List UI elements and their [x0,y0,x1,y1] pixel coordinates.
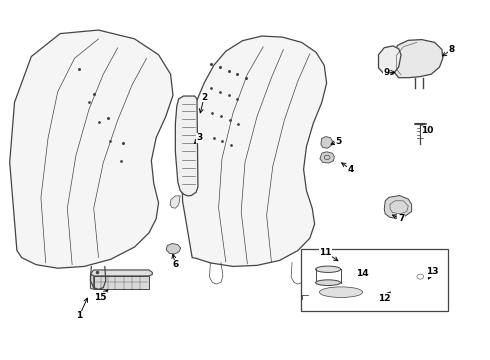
Text: 4: 4 [347,165,354,174]
Polygon shape [393,40,443,78]
Bar [301,249,448,311]
Ellipse shape [316,280,341,285]
Text: 15: 15 [94,293,106,302]
Polygon shape [384,195,412,219]
Text: 9: 9 [384,68,390,77]
Text: 5: 5 [336,137,342,146]
Polygon shape [378,46,401,74]
Text: 1: 1 [76,311,82,320]
Ellipse shape [319,287,363,297]
Text: 10: 10 [421,126,434,135]
Polygon shape [321,136,332,148]
Polygon shape [166,243,181,254]
Polygon shape [182,36,327,266]
Ellipse shape [316,266,341,273]
Text: 14: 14 [356,269,369,278]
Text: 8: 8 [448,45,455,54]
Polygon shape [10,30,173,268]
Polygon shape [175,96,198,196]
Text: 2: 2 [201,93,207,102]
Polygon shape [170,196,180,208]
Text: 3: 3 [196,133,202,142]
Text: 11: 11 [319,248,332,257]
Polygon shape [90,274,94,289]
Polygon shape [412,271,430,283]
Polygon shape [306,278,378,307]
Polygon shape [395,281,411,294]
Text: 12: 12 [378,294,391,303]
Text: 6: 6 [172,260,178,269]
Polygon shape [94,276,149,289]
Polygon shape [320,152,334,163]
Polygon shape [90,270,152,276]
Text: 7: 7 [398,214,404,223]
Text: 13: 13 [426,267,439,276]
